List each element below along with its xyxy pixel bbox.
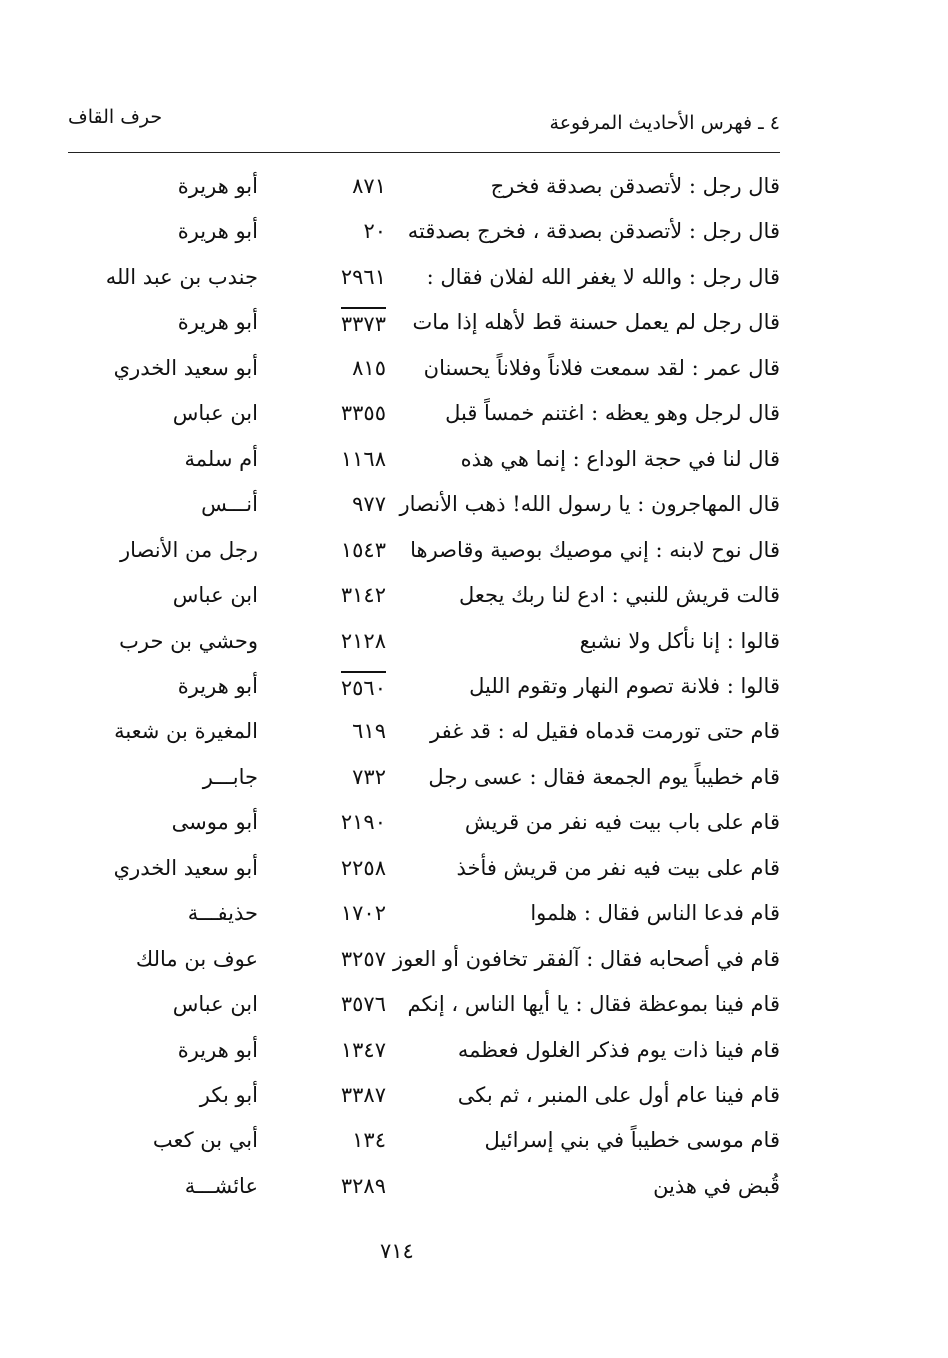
row-number: ٧٣٢ [352,764,386,789]
row-narrator: أبو هريرة [177,174,258,198]
row-number: ٣٣٨٧ [340,1083,386,1107]
row-text: قُبض في هذين [653,1173,780,1198]
row-text: قال رجل : لأتصدقن بصدقة فخرج [490,174,780,198]
row-number: ٣٣٧٣ [340,307,386,339]
row-narrator: أنـــس [201,492,258,517]
row-narrator: أبو سعيد الخدري [113,355,258,380]
row-text: قام على باب بيت فيه نفر من قريش [464,810,780,835]
row-text: قال نوح لابنه : إني موصيك بوصية وقاصرها [410,537,780,562]
row-narrator: أبو هريرة [177,310,258,335]
row-text: قام موسى خطيباً في بني إسرائيل [484,1128,780,1153]
row-number: ١٧٠٢ [340,901,386,926]
row-text: قال لنا في حجة الوداع : إنما هي هذه [460,446,780,471]
page-number: ٧١٤ [380,1239,414,1263]
row-number: ٣٣٥٥ [340,401,386,426]
row-text: قام فدعا الناس فقال : هلموا [530,901,780,926]
row-number: ٣٢٨٩ [340,1173,386,1198]
row-text: قام فينا عام أول على المنبر ، ثم بكى [457,1083,780,1107]
row-number: ٣١٤٢ [340,583,386,608]
row-number: ٨٧١ [352,174,386,198]
row-text: قال المهاجرون : يا رسول الله! ذهب الأنصا… [399,492,780,517]
header-title: ٤ ـ فهرس الأحاديث المرفوعة [549,112,780,134]
header-rule [68,152,780,153]
row-number: ٢٥٦٠ [340,670,386,703]
row-text: قال رجل لم يعمل حسنة قط لأهله إذا مات [412,310,781,335]
row-number: ١٥٤٣ [340,537,386,562]
row-narrator: عوف بن مالك [135,946,258,971]
row-text: قالت قريش للنبي : ادع لنا ربك يجعل [459,583,780,608]
row-number: ٦١٩ [352,719,386,744]
row-text: قال رجل : والله لا يغفر الله لفلان فقال … [426,264,780,289]
row-narrator: أبو موسى [171,810,258,835]
row-narrator: وحشي بن حرب [119,628,258,653]
row-narrator: أبو هريرة [177,219,258,244]
row-number: ٨١٥ [352,355,386,380]
row-narrator: أبو سعيد الخدري [113,855,258,880]
row-narrator: أبي بن كعب [152,1128,258,1153]
row-narrator: أبو هريرة [177,1037,258,1062]
row-number: ٢٩٦١ [340,264,386,289]
row-narrator: ابن عباس [172,992,258,1017]
row-number: ١١٦٨ [340,446,386,471]
row-text: قام خطيباً يوم الجمعة فقال : عسى رجل [428,764,780,789]
row-narrator: ابن عباس [172,401,258,426]
row-narrator: حذيفـــة [187,901,258,926]
row-number: ٢١٢٨ [340,628,386,653]
row-text: قال عمر : لقد سمعت فلاناً وفلاناً يحسنان [423,355,780,380]
row-narrator: ابن عباس [172,583,258,608]
row-number: ٣٥٧٦ [340,992,386,1017]
row-number: ٢٢٥٨ [340,855,386,880]
row-number: ٢٠ [363,219,386,244]
row-text: قالوا : فلانة تصوم النهار وتقوم الليل [469,673,780,698]
row-number: ١٣٤٧ [340,1037,386,1062]
row-number: ٣٢٥٧ [340,946,386,971]
row-narrator: المغيرة بن شعبة [114,719,258,744]
row-narrator: جندب بن عبد الله [105,264,258,289]
row-narrator: رجل من الأنصار [119,537,258,562]
row-text: قام على بيت فيه نفر من قريش فأخذ [456,855,780,880]
row-text: قام حتى تورمت قدماه فقيل له : قد غفر [430,719,780,744]
row-text: قام فينا بموعظة فقال : يا أيها الناس ، إ… [407,992,780,1017]
row-text: قام فينا ذات يوم فذكر الغلول فعظمه [457,1037,780,1062]
row-narrator: عائشـــة [184,1173,258,1198]
row-text: قالوا : إنا نأكل ولا نشبع [579,628,780,653]
row-number: ١٣٤ [352,1128,386,1153]
row-narrator: أم سلمة [184,446,258,471]
row-narrator: أبو بكر [199,1083,258,1107]
row-text: قام في أصحابه فقال : آلفقر تخافون أو الع… [392,946,780,971]
row-number: ٢١٩٠ [340,810,386,835]
row-narrator: جابـــر [202,764,258,789]
row-narrator: أبو هريرة [177,673,258,698]
row-number: ٩٧٧ [352,492,386,517]
row-text: قال لرجل وهو يعظه : اغتنم خمساً قبل [445,401,780,426]
row-text: قال رجل : لأتصدقن بصدقة ، فخرج بصدقته [407,219,780,244]
header-section: حرف القاف [68,106,163,128]
